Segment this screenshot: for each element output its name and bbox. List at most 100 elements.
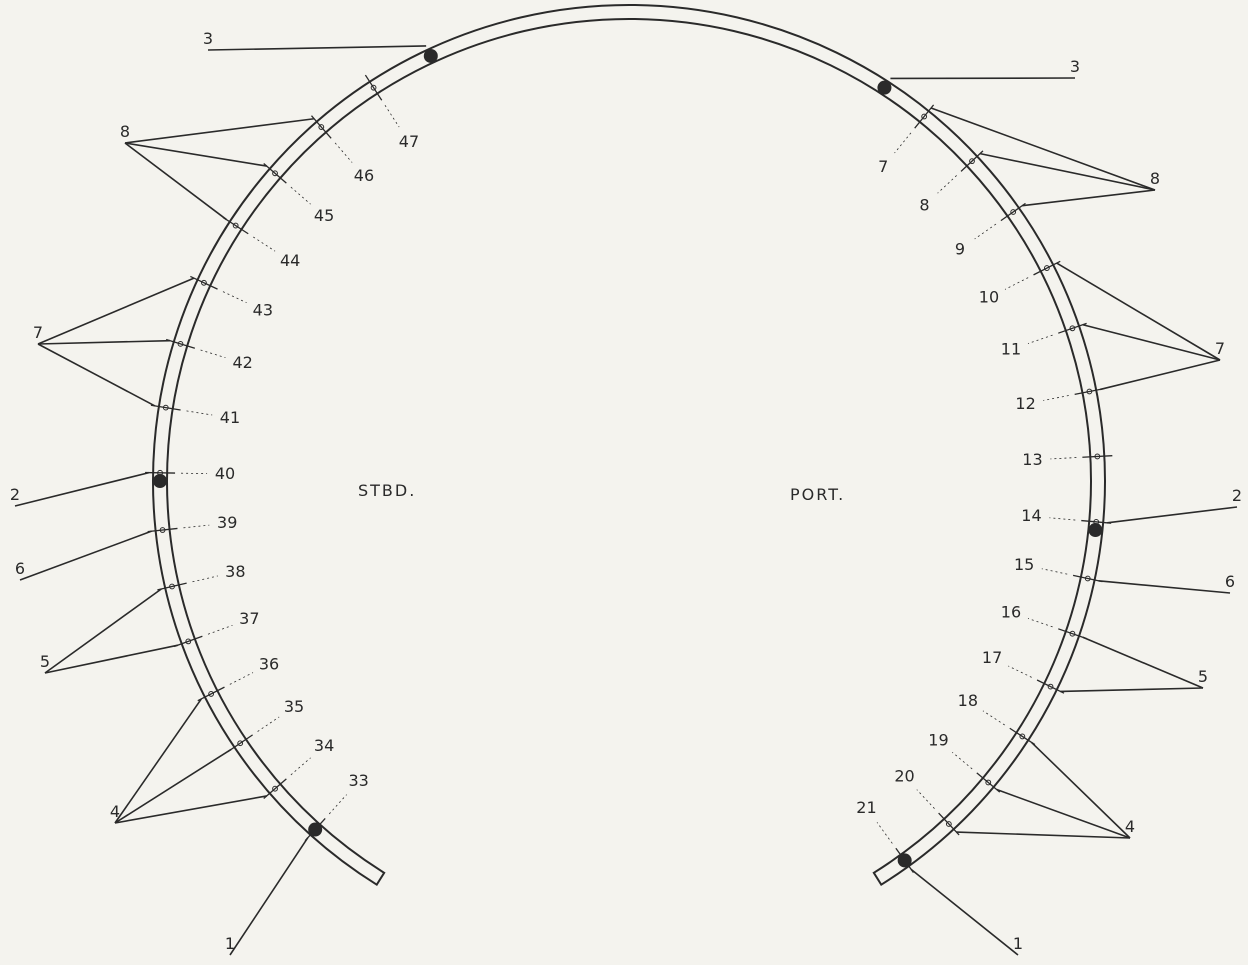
callout-number: 7 (33, 323, 43, 342)
callout-number: 6 (15, 559, 25, 578)
callout-leader (1098, 580, 1231, 594)
frame-marker (1047, 683, 1054, 690)
frame-marker (272, 785, 278, 792)
callout-leader (207, 45, 427, 51)
station-tick (222, 216, 249, 235)
frame-marker (201, 279, 207, 286)
callout-number: 2 (1232, 486, 1242, 505)
station-number: 35 (284, 697, 304, 716)
frame-marker (162, 404, 169, 411)
callout-number: 4 (110, 802, 120, 821)
station-leader (334, 142, 353, 163)
frame-marker (1069, 325, 1076, 332)
callout-number: 8 (120, 122, 130, 141)
station-tick (1074, 388, 1105, 396)
station-number: 17 (982, 648, 1002, 667)
station-number: 12 (1015, 394, 1035, 413)
callout-number: 3 (1070, 57, 1080, 76)
station-number: 18 (958, 691, 978, 710)
frame-marker (1069, 630, 1076, 637)
station-leader (952, 751, 973, 770)
station-tick (1082, 455, 1113, 458)
fitting-mark (877, 80, 892, 95)
callout-number: 8 (1150, 169, 1160, 188)
station-number: 8 (919, 195, 929, 214)
fitting-mark (308, 822, 323, 837)
fitting-mark (1088, 523, 1103, 538)
station-number: 40 (215, 464, 235, 483)
station-tick (165, 338, 196, 349)
callout-leader (124, 142, 227, 221)
station-tick (1033, 260, 1061, 276)
station-leader (253, 236, 276, 252)
station-tick (227, 734, 253, 753)
station-tick (1009, 727, 1036, 746)
callout-leader (37, 277, 195, 345)
station-number: 36 (259, 654, 279, 673)
station-tick (310, 115, 332, 139)
frame-marker (177, 340, 184, 347)
frame-marker (1086, 388, 1093, 395)
callout-leader (14, 471, 150, 507)
station-number: 37 (239, 609, 259, 628)
frame-marker (272, 170, 278, 177)
station-leader (876, 822, 893, 844)
callout-leader (1099, 359, 1221, 391)
station-tick (190, 275, 218, 290)
frame-marker (921, 113, 928, 120)
station-number: 39 (217, 513, 237, 532)
station-leader (916, 789, 935, 809)
callout-leader (1060, 687, 1204, 693)
fitting-mark (897, 853, 912, 868)
station-leader (1041, 568, 1068, 575)
callout-leader (979, 152, 1156, 191)
station-leader (290, 186, 311, 205)
callout-leader (1082, 636, 1204, 689)
callout-number: 2 (10, 485, 20, 504)
station-number: 45 (314, 206, 334, 225)
station-leader (257, 716, 280, 732)
callout-leader (19, 530, 152, 581)
station-leader (1027, 618, 1053, 628)
frame-marker (208, 691, 215, 697)
station-number: 19 (928, 731, 948, 750)
station-tick (173, 635, 203, 648)
station-leader (229, 672, 254, 685)
frame-marker (159, 527, 166, 533)
station-number: 33 (348, 771, 368, 790)
station-number: 38 (225, 562, 245, 581)
station-tick (157, 582, 187, 591)
frame-marker (1019, 733, 1026, 740)
station-leader (894, 132, 912, 154)
station-leader (1027, 334, 1053, 344)
labels: 4746454443424140393837363534337891011121… (10, 29, 1242, 953)
station-leader (1043, 395, 1069, 401)
station-tick (263, 778, 287, 800)
frame-marker (945, 821, 952, 827)
station-number: 47 (399, 132, 419, 151)
station-tick (147, 527, 178, 533)
station-leader (1049, 517, 1076, 521)
station-number: 42 (232, 353, 252, 372)
station-number: 9 (955, 239, 965, 258)
callout-leader (124, 117, 315, 144)
station-tick (197, 686, 225, 702)
station-number: 46 (354, 166, 374, 185)
callout-leader (114, 698, 202, 824)
station-number: 13 (1022, 450, 1042, 469)
station-number: 10 (979, 288, 999, 307)
station-tick (364, 74, 383, 101)
station-leader (200, 349, 226, 359)
callout-leader (1056, 262, 1221, 361)
station-number: 20 (894, 766, 914, 785)
hull-band (152, 4, 1106, 887)
station-number: 15 (1014, 555, 1034, 574)
callout-number: 4 (1125, 817, 1135, 836)
station-number: 16 (1001, 603, 1021, 622)
station-number: 44 (280, 251, 300, 270)
station-tick (145, 471, 176, 474)
station-leader (207, 624, 233, 635)
stbd-label: STBD. (358, 481, 416, 500)
station-number: 21 (856, 798, 876, 817)
callout-number: 7 (1215, 339, 1225, 358)
